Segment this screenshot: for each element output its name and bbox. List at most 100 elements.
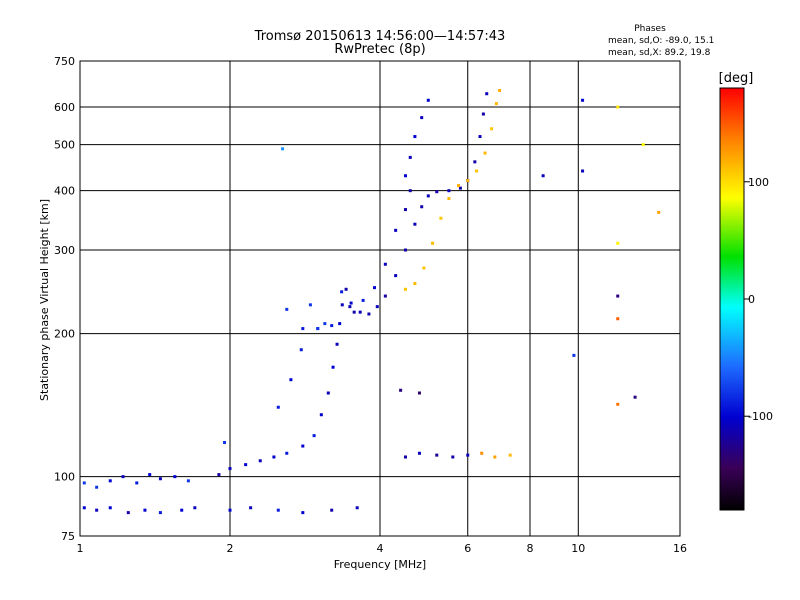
data-point [289,378,293,382]
data-point [494,102,498,106]
data-point [657,210,661,214]
data-point [352,310,356,314]
data-point [135,481,139,485]
data-point [481,112,485,116]
data-point [417,391,421,395]
data-point [193,506,197,510]
data-point [616,241,620,245]
data-point [616,402,620,406]
data-point [312,434,316,438]
data-point [493,455,497,459]
phases-box-title: Phases [634,24,666,34]
data-point [383,294,387,298]
data-point [301,511,305,515]
data-point [301,327,305,331]
data-point [375,305,379,309]
data-point [349,301,353,305]
data-point [633,395,637,399]
data-point [373,286,377,290]
x-tick-labels: 1 2 4 6 8 10 16 [77,542,688,555]
y-tick-label: 500 [54,139,75,152]
data-point [451,455,455,459]
chart-title: Tromsø 20150613 14:56:00—14:57:43 [254,29,506,44]
data-point [316,327,320,331]
data-point [308,303,312,307]
data-point [466,453,470,457]
data-point [285,451,289,455]
x-tick-label: 8 [527,542,534,555]
data-point [413,222,417,226]
data-point [249,506,253,510]
colorbar-tick-label: 0 [748,293,755,306]
y-tick-label: 100 [54,471,75,484]
grid-lines [80,61,680,536]
data-point [447,197,451,201]
data-point [399,388,403,392]
colorbar-ticks: 100 0 -100 [744,176,773,423]
data-point [413,282,417,286]
data-point [121,475,125,479]
data-point [457,184,461,188]
data-point [581,169,585,173]
data-point [508,453,512,457]
x-axis-label: Frequency [MHz] [334,558,426,571]
data-point [331,365,335,369]
data-point [223,441,227,445]
data-point [323,322,327,326]
colorbar-tick-label: -100 [748,410,773,423]
data-point [408,189,412,193]
data-point [403,208,407,212]
data-point [426,98,430,102]
data-point [340,303,344,307]
data-point [108,506,112,510]
chart-subtitle: RwPretec (8p) [334,42,425,57]
data-point [338,322,342,326]
data-point [285,307,289,311]
x-tick-label: 2 [227,542,234,555]
data-point [458,186,462,190]
data-point [616,317,620,321]
data-point [478,135,482,139]
colorbar-unit-label: [deg] [719,71,754,86]
colorbar [719,87,745,511]
data-point [403,287,407,291]
data-point [475,169,479,173]
y-tick-label: 750 [54,55,75,68]
y-tick-label: 300 [54,244,75,257]
data-point [299,348,303,352]
data-point [420,116,424,120]
data-point [403,174,407,178]
data-point [244,463,248,467]
data-point [126,511,130,515]
data-point [330,324,334,328]
data-point [417,451,421,455]
y-tick-label: 600 [54,101,75,114]
data-point [173,475,177,479]
data-point [276,405,280,409]
data-point [82,506,86,510]
phases-o-line: mean, sd,O: -89.0, 15.1 [608,36,714,46]
data-point [301,444,305,448]
x-tick-label: 16 [673,542,687,555]
data-point [82,481,86,485]
y-tick-label: 400 [54,185,75,198]
data-point [439,216,443,220]
x-tick-label: 6 [464,542,471,555]
data-point [541,174,545,178]
data-point [228,467,232,471]
y-axis-label: Stationary phase Virtual Height [km] [38,199,51,401]
data-point [420,205,424,209]
x-tick-label: 4 [377,542,384,555]
data-point [581,98,585,102]
data-point [367,312,371,316]
data-point [344,287,348,291]
data-point [394,274,398,278]
data-point [480,451,484,455]
data-point [148,473,152,477]
data-point [483,151,487,155]
data-point [408,155,412,159]
data-points [82,89,661,515]
data-point [383,262,387,266]
data-point [426,194,430,198]
data-point [158,511,162,515]
